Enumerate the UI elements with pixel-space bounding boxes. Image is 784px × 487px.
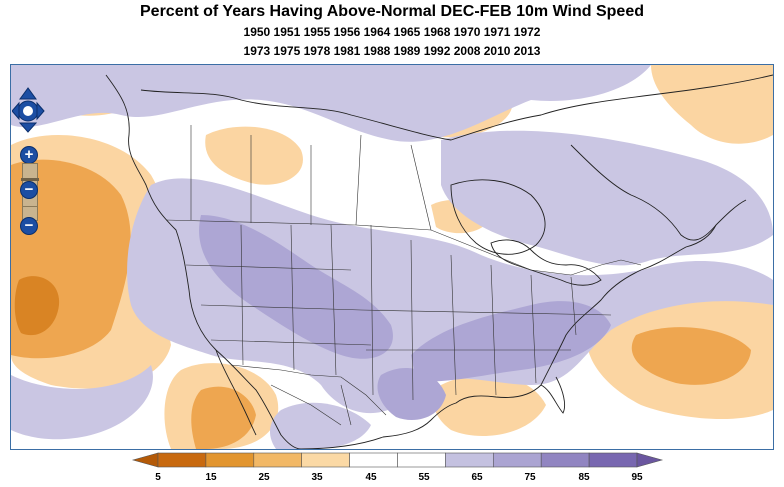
west-coast-outline xyxy=(105,74,302,449)
pan-up-icon[interactable] xyxy=(19,87,37,100)
map-navigation-control: + − − xyxy=(12,87,48,237)
us-mexico-border xyxy=(230,364,387,416)
great-lakes-outline xyxy=(490,239,602,286)
se-pacific-purple xyxy=(269,402,371,449)
legend-high-arrow xyxy=(636,452,664,468)
canada-orange-1 xyxy=(205,126,303,185)
legend-swatch xyxy=(301,452,350,468)
legend-label: 5 xyxy=(155,472,161,483)
legend-label: 45 xyxy=(365,472,377,483)
us-states-west xyxy=(185,224,372,376)
atlantic-orange-mid xyxy=(631,327,751,385)
zoom-out-button[interactable]: − xyxy=(20,217,38,235)
legend-label: 85 xyxy=(578,472,590,483)
pan-left-icon[interactable] xyxy=(12,101,20,121)
coastlines xyxy=(105,74,773,449)
florida-outline xyxy=(540,376,566,414)
years-line-2: 1973 1975 1978 1981 1988 1989 1992 2008 … xyxy=(243,44,541,58)
arctic-purple xyxy=(11,65,651,142)
legend-swatch xyxy=(349,452,398,468)
legend-swatch xyxy=(492,452,542,468)
legend-low-arrow xyxy=(131,452,159,468)
caribbean-orange xyxy=(433,374,546,437)
mexico-gulf-outline xyxy=(300,224,717,449)
pan-control[interactable] xyxy=(12,87,48,133)
zoom-mid-button[interactable]: − xyxy=(20,181,38,199)
legend-label: 65 xyxy=(471,472,483,483)
legend-swatch xyxy=(540,452,590,468)
years-line-1: 1950 1951 1955 1956 1964 1965 1968 1970 … xyxy=(243,25,541,39)
baja-outline xyxy=(215,349,257,436)
east-canada-purple xyxy=(611,187,744,251)
us-canada-border xyxy=(165,219,642,276)
legend-swatch xyxy=(397,452,446,468)
rockies-purple-mid xyxy=(199,215,393,359)
legend-label: 15 xyxy=(205,472,217,483)
pacific-purple-band xyxy=(11,365,153,440)
map-title: Percent of Years Having Above-Normal DEC… xyxy=(140,3,644,20)
legend-swatch xyxy=(253,452,303,468)
above-normal-regions xyxy=(11,65,773,449)
pan-down-icon[interactable] xyxy=(18,122,38,133)
legend-colorbar xyxy=(131,452,664,468)
legend-label: 75 xyxy=(524,472,536,483)
texas-purple-mid xyxy=(377,367,446,421)
legend-swatch xyxy=(445,452,494,468)
zoom-slider-handle[interactable] xyxy=(21,178,39,181)
canada-provinces xyxy=(190,125,432,231)
legend-swatch xyxy=(157,452,207,468)
map-canvas xyxy=(11,65,773,449)
legend-label: 95 xyxy=(631,472,643,483)
political-borders xyxy=(165,125,642,426)
legend-label: 35 xyxy=(311,472,323,483)
legend-swatch xyxy=(205,452,255,468)
zoom-in-button[interactable]: + xyxy=(20,146,38,164)
legend-label: 25 xyxy=(258,472,270,483)
mexico-orange-mid xyxy=(191,386,256,449)
arctic-coast-outline xyxy=(140,74,773,141)
hudson-bay-outline xyxy=(450,179,546,255)
labrador-outline xyxy=(570,144,747,241)
central-us-purple xyxy=(127,178,773,414)
legend-swatch xyxy=(588,452,638,468)
us-states-east xyxy=(360,224,612,401)
map-area[interactable] xyxy=(10,64,774,450)
pacific-orange-dark xyxy=(14,276,60,336)
pan-right-icon[interactable] xyxy=(36,101,45,121)
arctic-orange xyxy=(651,65,773,144)
color-legend xyxy=(0,450,784,487)
legend-label: 55 xyxy=(418,472,430,483)
southeast-purple-mid xyxy=(411,301,611,382)
mexico-states xyxy=(270,384,352,426)
